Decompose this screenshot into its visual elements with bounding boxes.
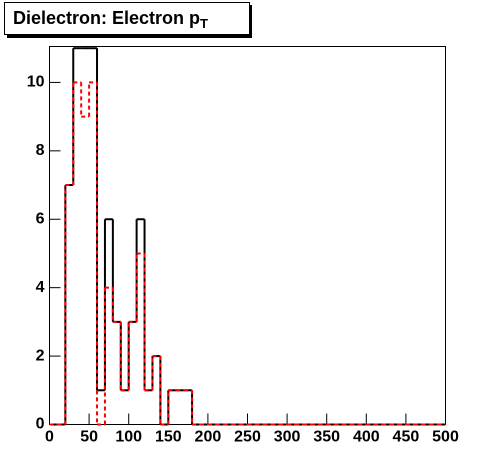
x-tick-label: 50 bbox=[80, 429, 98, 446]
title-box bbox=[4, 2, 250, 35]
y-tick-label: 6 bbox=[36, 210, 45, 227]
title-main: Dielectron: Electron p bbox=[13, 8, 200, 28]
x-tick-label: 400 bbox=[353, 429, 380, 446]
y-tick-label: 0 bbox=[36, 416, 45, 433]
y-tick-label: 4 bbox=[36, 279, 45, 296]
y-tick-label: 2 bbox=[36, 347, 45, 364]
x-tick-label: 0 bbox=[45, 429, 54, 446]
y-tick-label: 8 bbox=[36, 142, 45, 159]
y-tick-label: 10 bbox=[27, 74, 45, 91]
x-tick-label: 200 bbox=[195, 429, 222, 446]
x-tick-label: 100 bbox=[115, 429, 142, 446]
title-subscript: T bbox=[200, 16, 208, 31]
x-tick-label: 350 bbox=[313, 429, 340, 446]
x-tick-label: 450 bbox=[393, 429, 420, 446]
chart-title: Dielectron: Electron pT bbox=[13, 8, 208, 32]
x-tick-label: 250 bbox=[234, 429, 261, 446]
x-tick-label: 500 bbox=[432, 429, 459, 446]
x-tick-label: 300 bbox=[274, 429, 301, 446]
x-tick-label: 150 bbox=[155, 429, 182, 446]
